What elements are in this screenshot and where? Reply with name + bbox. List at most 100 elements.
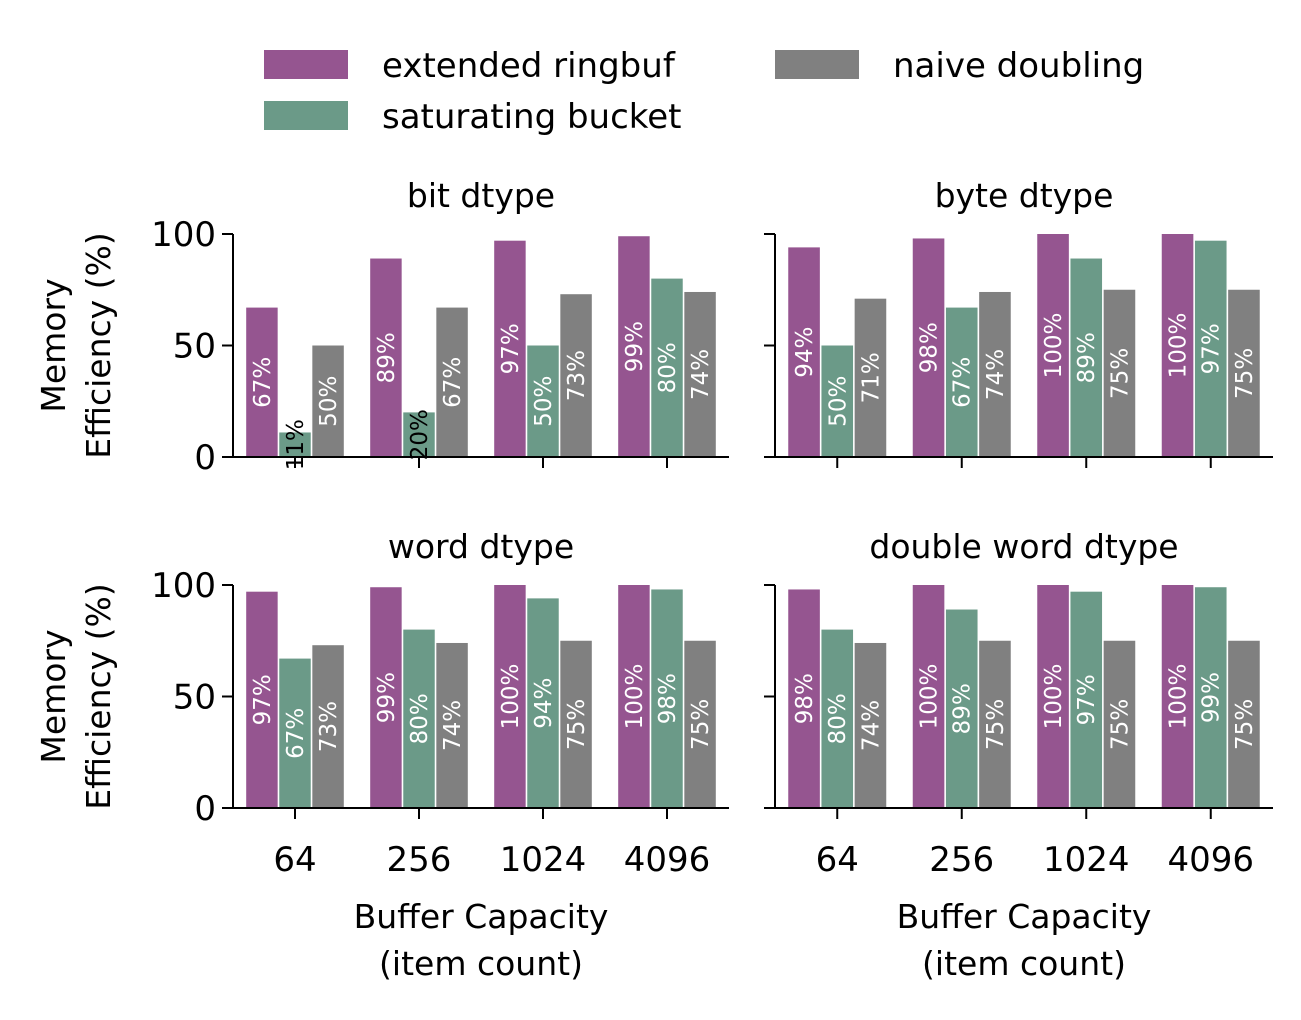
bar-value-label: 75% [564,699,590,750]
y-axis-label: Memory [34,278,73,412]
legend-swatch [264,101,348,130]
bar [436,642,468,808]
bar [618,585,650,808]
bar [945,609,978,808]
x-tick-label: 1024 [500,840,587,880]
bar [494,585,526,808]
x-axis-label: (item count) [922,944,1126,983]
bar-value-label: 80% [407,693,433,744]
legend-swatch [775,50,859,79]
bar-value-label: 74% [688,349,714,400]
bar [1070,591,1103,808]
bar-value-label: 98% [655,673,681,724]
bar-value-label: 89% [1074,332,1100,383]
bar-value-label: 75% [1232,699,1258,750]
panel-title: byte dtype [935,176,1114,215]
bar [1228,640,1260,808]
bar-value-label: 50% [825,376,851,427]
bar [494,240,526,457]
legend-label: saturating bucket [382,97,682,137]
bar-value-label: 100% [917,664,943,730]
bar [312,645,344,808]
bar-value-label: 75% [1107,348,1133,399]
bar-value-label: 99% [374,672,400,723]
bar-value-label: 73% [316,701,342,752]
bar [246,591,278,808]
x-axis-label: Buffer Capacity [897,897,1152,936]
bar-value-label: 75% [983,699,1009,750]
bar-value-label: 75% [688,699,714,750]
bar [370,258,402,457]
bar-value-label: 99% [622,321,648,372]
bar [821,345,854,457]
bar [527,598,559,808]
bar [651,278,683,457]
bar [246,307,278,457]
y-axis-label: Efficiency (%) [79,232,118,459]
bar [788,247,820,457]
legend-label: extended ringbuf [382,46,676,86]
bar [1037,234,1069,457]
bar-value-label: 100% [498,664,524,730]
bar-value-label: 67% [250,357,276,408]
bar-value-label: 71% [858,352,884,403]
bar-value-label: 73% [564,350,590,401]
panel-title: word dtype [388,527,574,566]
x-axis-label: Buffer Capacity [354,897,609,936]
bar [979,291,1011,457]
bar [651,589,683,808]
bar [1161,234,1194,457]
bar [560,640,592,808]
x-tick-label: 1024 [1043,840,1130,880]
y-tick-label: 100 [151,215,216,255]
bar-value-label: 74% [440,700,466,751]
bar [912,585,945,808]
y-tick-label: 100 [151,566,216,606]
bar [854,298,887,457]
bar [560,294,592,457]
bar [312,345,344,457]
bar-value-label: 100% [1041,664,1067,730]
bar-value-label: 67% [283,708,309,759]
bar [527,345,559,457]
bar [912,238,945,457]
bar-value-label: 80% [825,693,851,744]
bar-value-label: 100% [622,664,648,730]
bar-value-label: 94% [531,678,557,729]
x-tick-label: 256 [929,840,994,880]
bar-value-label: 75% [1107,699,1133,750]
bar-value-label: 100% [1166,313,1192,379]
bar [618,236,650,457]
bar [945,307,978,457]
bar [403,629,435,808]
bar-value-label: 67% [950,357,976,408]
y-tick-label: 0 [194,438,216,478]
bar-value-label: 89% [374,332,400,383]
x-tick-label: 4096 [1167,840,1254,880]
bar-value-label: 50% [316,376,342,427]
bar-value-label: 75% [1232,348,1258,399]
bar [979,640,1011,808]
bar [1194,240,1227,457]
bar-value-label: 67% [440,357,466,408]
x-tick-label: 256 [387,840,452,880]
bar [1228,289,1260,457]
bar [1037,585,1069,808]
bar-value-label: 97% [1199,323,1225,374]
bar-value-label: 100% [1041,313,1067,379]
bar-value-label: 100% [1166,664,1192,730]
bar [1194,587,1227,808]
bar [279,432,311,457]
bar [821,629,854,808]
y-axis-label: Memory [34,629,73,763]
bar-value-label: 98% [917,322,943,373]
bar-value-label: 50% [531,376,557,427]
legend-swatch [264,50,348,79]
bar-value-label: 80% [655,342,681,393]
bar [684,291,716,457]
bar-value-label: 94% [792,327,818,378]
y-tick-label: 50 [173,678,216,718]
bar-value-label: 97% [250,674,276,725]
bar-value-label: 20% [407,409,433,460]
